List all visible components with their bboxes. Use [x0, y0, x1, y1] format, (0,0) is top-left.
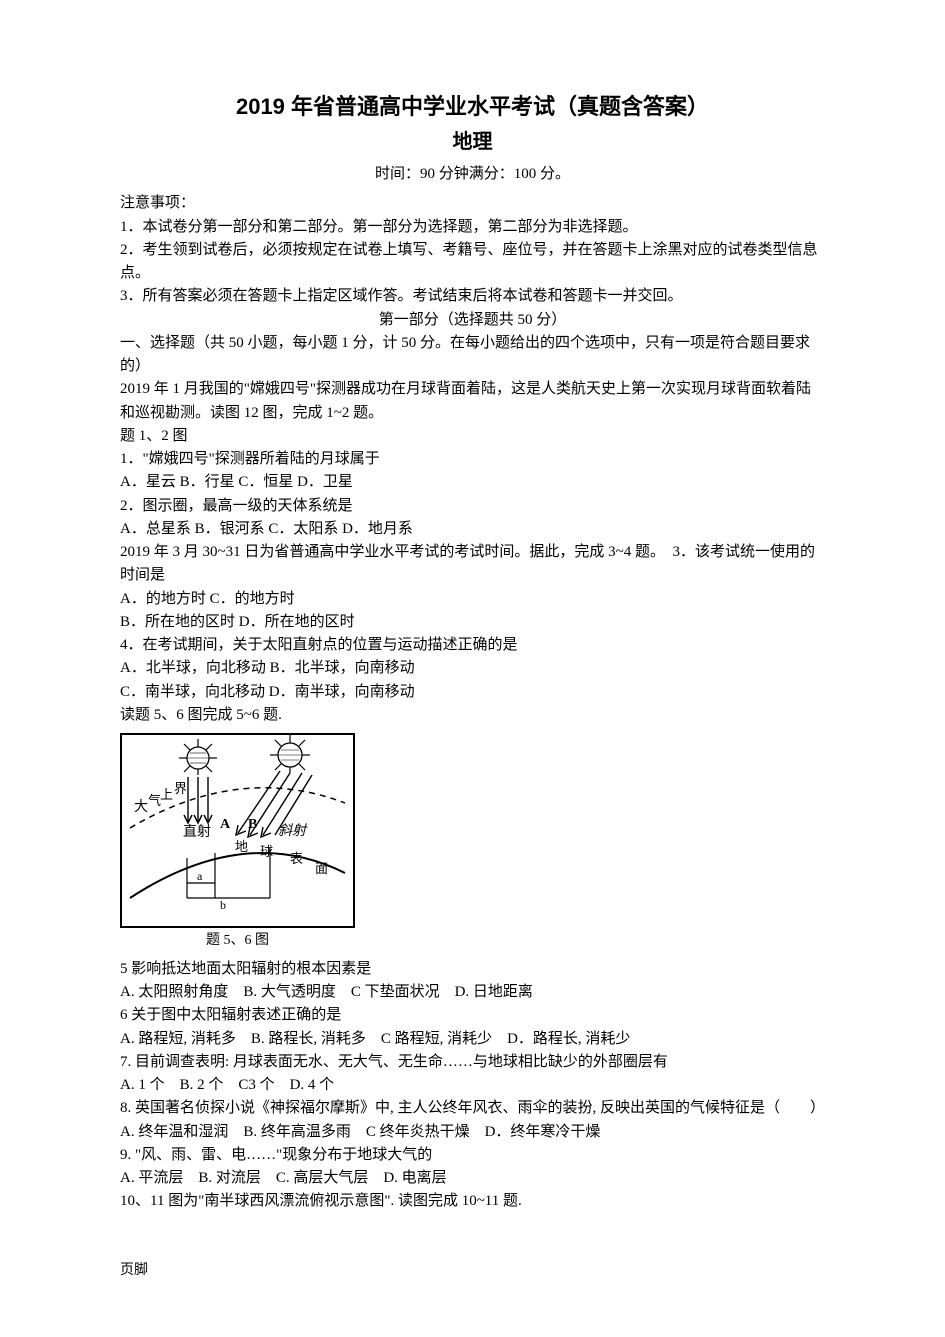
label-mian: 面 — [315, 861, 328, 876]
notice-item-2: 2．考生领到试卷后，必须按规定在试卷上填写、考籍号、座位号，并在答题卡上涂黑对应… — [120, 239, 825, 286]
exam-title: 2019 年省普通高中学业水平考试（真题含答案） — [120, 90, 825, 124]
notice-item-1: 1．本试卷分第一部分和第二部分。第一部分为选择题，第二部分为非选择题。 — [120, 216, 825, 239]
label-atmos-shang: 上 — [160, 787, 173, 802]
label-b: b — [220, 898, 226, 912]
question-8-options: A. 终年温和湿润 B. 终年高温多雨 C 终年炎热干燥 D．终年寒冷干燥 — [120, 1121, 825, 1144]
label-zhishe: 直射 — [183, 823, 211, 840]
label-a: a — [197, 869, 203, 883]
label-di: 地 — [235, 839, 248, 854]
label-A: A — [220, 817, 231, 832]
question-1-options: A．星云 B．行星 C．恒星 D．卫星 — [120, 471, 825, 494]
section1-heading: 一、选择题（共 50 小题，每小题 1 分，计 50 分。在每小题给出的四个选项… — [120, 332, 825, 379]
label-atmos-jie: 界 — [174, 781, 187, 796]
question-4-options-b: C．南半球，向北移动 D．南半球，向南移动 — [120, 681, 825, 704]
question-6-options: A. 路程短, 消耗多 B. 路程长, 消耗多 C 路程短, 消耗少 D．路程长… — [120, 1028, 825, 1051]
question-9: 9. "风、雨、雷、电……"现象分布于地球大气的 — [120, 1144, 825, 1167]
question-6: 6 关于图中太阳辐射表述正确的是 — [120, 1004, 825, 1027]
question-3-options-b: B．所在地的区时 D．所在地的区时 — [120, 611, 825, 634]
question-5: 5 影响抵达地面太阳辐射的根本因素是 — [120, 958, 825, 981]
question-5-options: A. 太阳照射角度 B. 大气透明度 C 下垫面状况 D. 日地距离 — [120, 981, 825, 1004]
question-1: 1．"嫦娥四号"探测器所着陆的月球属于 — [120, 448, 825, 471]
label-qiu: 球 — [260, 844, 273, 859]
part1-heading: 第一部分（选择题共 50 分） — [120, 309, 825, 332]
question-8: 8. 英国著名侦探小说《神探福尔摩斯》中, 主人公终年风衣、雨伞的装扮, 反映出… — [120, 1097, 825, 1120]
exam-subject: 地理 — [120, 127, 825, 158]
question-2: 2．图示圈，最高一级的天体系统是 — [120, 495, 825, 518]
label-biao: 表 — [290, 851, 303, 866]
notice-item-3: 3．所有答案必须在答题卡上指定区域作答。考试结束后将本试卷和答题卡一并交回。 — [120, 285, 825, 308]
question-2-options: A．总星系 B．银河系 C．太阳系 D．地月系 — [120, 518, 825, 541]
diagram-q56: 大 气 上 界 直射 A B 斜射 地 球 表 面 a b — [120, 733, 355, 928]
question-4: 4．在考试期间，关于太阳直射点的位置与运动描述正确的是 — [120, 634, 825, 657]
label-B: B — [248, 817, 257, 832]
intro-q10-q11: 10、11 图为"南半球西风漂流俯视示意图". 读图完成 10~11 题. — [120, 1190, 825, 1213]
question-3-options-a: A．的地方时 C．的地方时 — [120, 588, 825, 611]
figure-note-q12: 题 1、2 图 — [120, 425, 825, 448]
time-info: 时间：90 分钟满分：100 分。 — [120, 163, 825, 186]
label-atmos-da: 大 — [134, 799, 148, 815]
question-7: 7. 目前调查表明: 月球表面无水、无大气、无生命……与地球相比缺少的外部圈层有 — [120, 1051, 825, 1074]
question-7-options: A. 1 个 B. 2 个 C3 个 D. 4 个 — [120, 1074, 825, 1097]
diagram-caption: 题 5、6 图 — [120, 930, 355, 952]
intro-q3-q4: 2019 年 3 月 30~31 日为省普通高中学业水平考试的考试时间。据此，完… — [120, 541, 825, 588]
question-9-options: A. 平流层 B. 对流层 C. 高层大气层 D. 电离层 — [120, 1167, 825, 1190]
question-4-options-a: A．北半球，向北移动 B．北半球，向南移动 — [120, 657, 825, 680]
intro-q5-q6: 读题 5、6 图完成 5~6 题. — [120, 704, 825, 727]
notice-heading: 注意事项： — [120, 192, 825, 215]
page-footer: 页脚 — [120, 1260, 148, 1282]
label-xieshe: 斜射 — [278, 823, 308, 839]
intro-q1-q2: 2019 年 1 月我国的"嫦娥四号"探测器成功在月球背面着陆，这是人类航天史上… — [120, 378, 825, 425]
